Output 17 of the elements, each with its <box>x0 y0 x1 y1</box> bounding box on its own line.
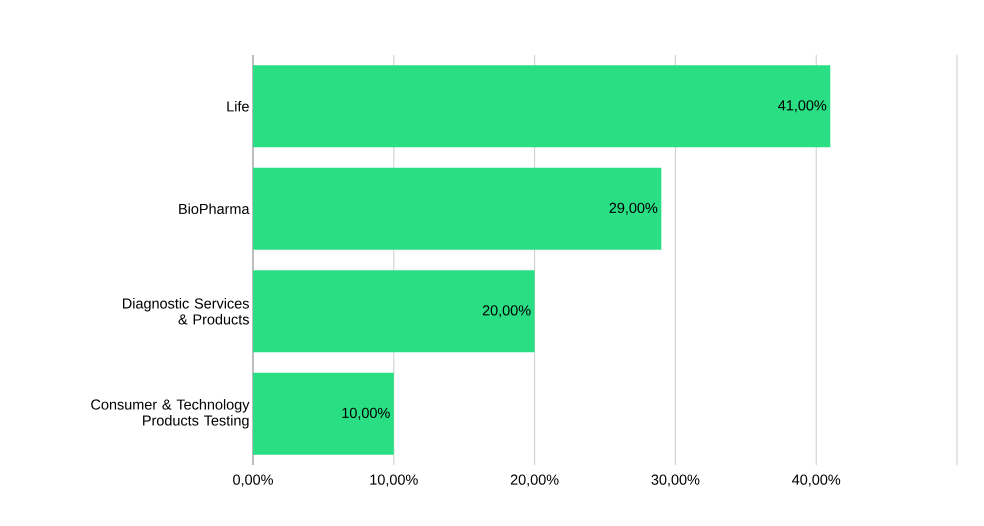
x-tick-label: 40,00% <box>792 474 840 486</box>
x-tick-label: 0,00% <box>233 474 273 486</box>
data-label: 41,00% <box>778 100 826 112</box>
bar <box>253 168 662 250</box>
y-tick-label: Diagnostic Services & Products <box>123 298 249 325</box>
bar <box>253 270 535 352</box>
y-tick-label: Consumer & Technology Products Testing <box>91 399 250 428</box>
data-label: 20,00% <box>482 305 531 318</box>
data-label: 10,00% <box>342 408 390 420</box>
bar <box>253 65 830 148</box>
y-tick-label: Life <box>227 100 249 112</box>
x-tick-label: 20,00% <box>510 474 559 486</box>
x-tick-label: 10,00% <box>370 474 418 486</box>
y-tick-label: BioPharma <box>179 203 250 214</box>
bar <box>253 372 394 455</box>
x-tick-label: 30,00% <box>651 474 700 486</box>
data-label: 29,00% <box>610 202 658 215</box>
